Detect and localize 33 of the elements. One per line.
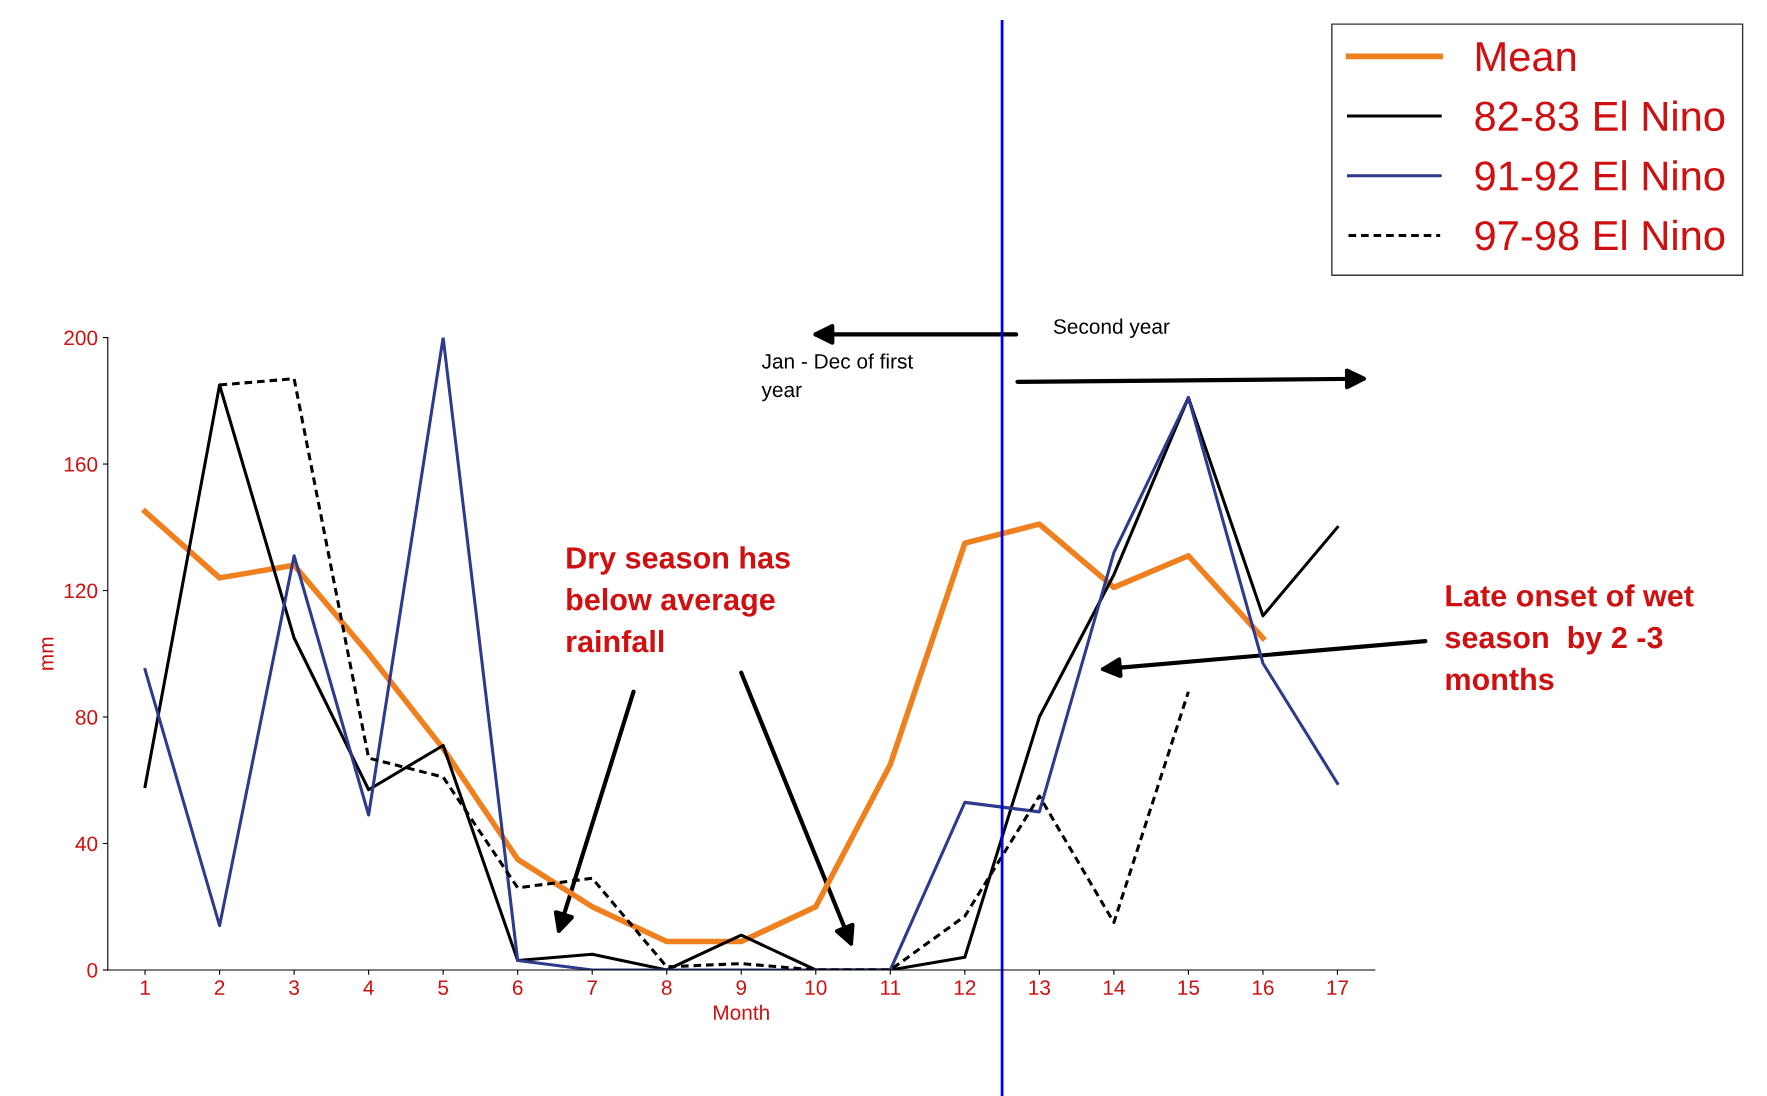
y-axis-title: mm bbox=[42, 637, 54, 670]
x-tick-label: 2 bbox=[214, 980, 225, 995]
x-tick-label: 4 bbox=[363, 980, 374, 995]
x-axis-title: Month bbox=[714, 1004, 769, 1020]
x-tick-label: 12 bbox=[954, 980, 976, 995]
x-tick-label: 3 bbox=[289, 980, 299, 995]
y-tick-label: 80 bbox=[75, 710, 98, 725]
legend-label: 97-98 El Nino bbox=[1475, 219, 1725, 251]
x-tick-label: 14 bbox=[1103, 980, 1125, 995]
legend-label: 91-92 El Nino bbox=[1475, 160, 1725, 191]
x-tick-label: 15 bbox=[1178, 980, 1200, 995]
x-tick-label: 13 bbox=[1029, 980, 1051, 995]
annotation: Dry season has below average rainfall bbox=[567, 546, 790, 653]
y-tick-label: 0 bbox=[87, 962, 98, 978]
y-tick-label: 40 bbox=[75, 836, 98, 852]
x-tick-label: 9 bbox=[736, 980, 747, 995]
x-tick-label: 6 bbox=[512, 980, 523, 995]
x-tick-label: 7 bbox=[587, 980, 597, 995]
x-tick-label: 17 bbox=[1327, 980, 1348, 995]
legend-label: 82-83 El Nino bbox=[1475, 100, 1725, 132]
annotation: Jan - Dec of first year bbox=[761, 353, 914, 402]
y-tick-label: 200 bbox=[64, 330, 98, 346]
x-tick-label: 16 bbox=[1252, 980, 1274, 995]
x-tick-label: 5 bbox=[438, 980, 449, 995]
x-tick-label: 11 bbox=[881, 980, 901, 995]
legend-label: Mean bbox=[1476, 42, 1576, 72]
text: Late onset of wet season by 2 -3 months bbox=[1445, 584, 1694, 691]
x-tick-label: 8 bbox=[661, 980, 672, 995]
annotation: Second year bbox=[1053, 318, 1170, 339]
y-tick-label: 120 bbox=[64, 583, 98, 599]
x-tick-label: 10 bbox=[805, 980, 827, 995]
x-tick-label: 1 bbox=[140, 980, 150, 995]
y-tick-label: 160 bbox=[64, 457, 98, 472]
